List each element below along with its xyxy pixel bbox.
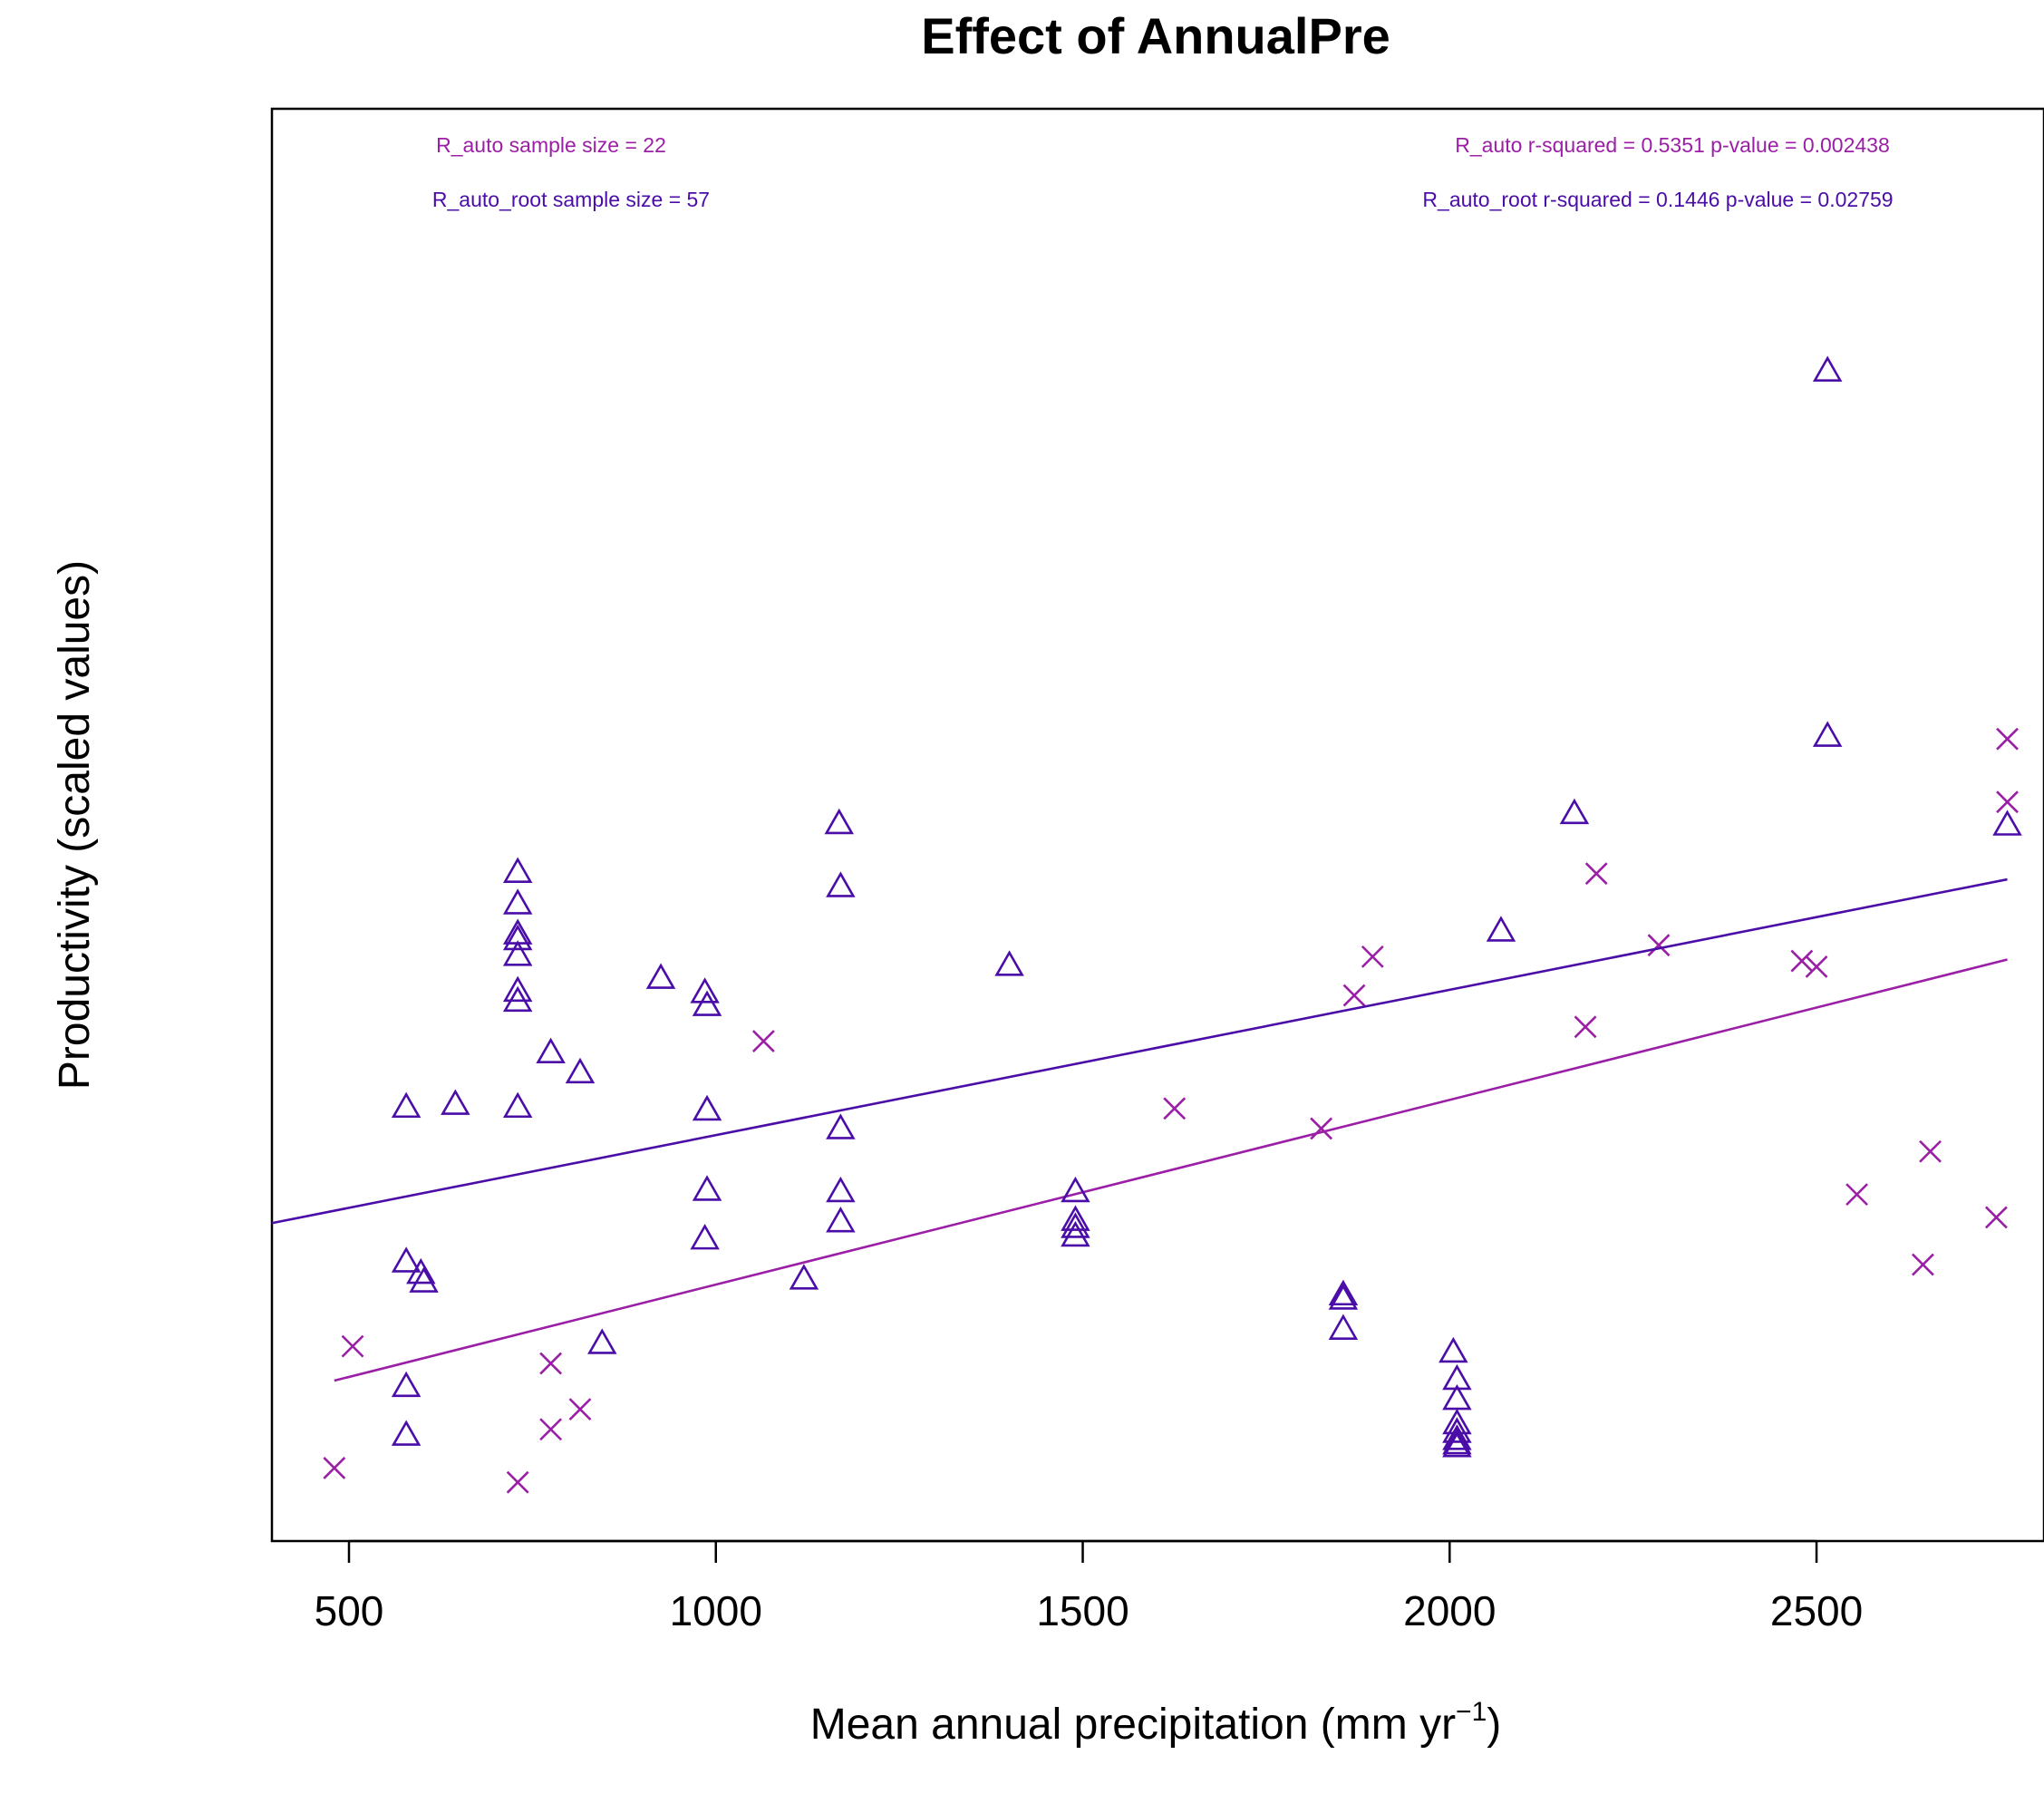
data-point-r-auto-root xyxy=(789,1264,819,1290)
x-tick-label: 500 xyxy=(315,1587,384,1634)
data-point-r-auto-root xyxy=(391,1371,421,1398)
annotation-root-stats: R_auto_root r-squared = 0.1446 p-value =… xyxy=(1422,188,1893,211)
data-point-r-auto xyxy=(341,1334,364,1358)
data-point-r-auto-root xyxy=(1442,1424,1472,1450)
plot-content xyxy=(271,355,2022,1494)
data-point-r-auto xyxy=(1919,1139,1942,1163)
data-point-r-auto-root xyxy=(391,1246,421,1273)
data-point-r-auto-root xyxy=(826,1207,856,1233)
data-point-r-auto xyxy=(1342,984,1366,1007)
data-point-r-auto-root xyxy=(406,1257,436,1285)
data-point-r-auto xyxy=(1996,727,2019,751)
data-point-r-auto xyxy=(1647,934,1671,957)
data-point-r-auto-root xyxy=(1442,1417,1472,1443)
x-axis-label: Mean annual precipitation (mm yr−1) xyxy=(810,1697,1502,1749)
data-point-r-auto-root xyxy=(692,1175,722,1201)
fit-line-r-auto xyxy=(334,958,2008,1382)
data-point-r-auto xyxy=(323,1457,346,1479)
data-point-r-auto-root xyxy=(587,1328,617,1354)
data-point-r-auto-root xyxy=(692,990,722,1016)
data-point-r-auto xyxy=(1310,1117,1333,1140)
data-point-r-auto-root xyxy=(502,975,533,1003)
annotation-auto-stats: R_auto r-squared = 0.5351 p-value = 0.00… xyxy=(1455,133,1890,157)
data-point-r-auto-root xyxy=(1328,1279,1359,1306)
data-point-r-auto-root xyxy=(824,808,855,835)
data-point-r-auto-root xyxy=(994,950,1024,976)
data-point-r-auto-root xyxy=(826,1113,856,1139)
data-point-r-auto xyxy=(1163,1097,1187,1120)
data-point-r-auto-root xyxy=(690,1223,720,1250)
y-axis-label: Productivity (scaled values) xyxy=(51,560,99,1090)
data-point-r-auto-root xyxy=(1992,810,2022,836)
data-point-r-auto-root xyxy=(502,1091,533,1119)
series-r-auto xyxy=(323,727,2019,1494)
data-point-r-auto-root xyxy=(826,1176,856,1203)
x-tick-label: 2000 xyxy=(1403,1587,1496,1634)
data-point-r-auto xyxy=(1574,1015,1597,1039)
data-point-r-auto-root xyxy=(565,1057,596,1084)
data-point-r-auto xyxy=(1845,1183,1868,1207)
data-point-r-auto xyxy=(1790,949,1814,973)
data-point-r-auto-root xyxy=(1442,1431,1472,1458)
data-point-r-auto xyxy=(506,1470,529,1494)
chart-title: Effect of AnnualPre xyxy=(921,7,1390,64)
data-point-r-auto-root xyxy=(1486,916,1516,942)
data-point-r-auto-root xyxy=(502,940,533,966)
data-point-r-auto-root xyxy=(502,985,533,1013)
series-r-auto-root xyxy=(271,355,2022,1458)
data-point-r-auto-root xyxy=(502,918,533,945)
plot-area-frame xyxy=(270,107,2044,1543)
data-point-r-auto-root xyxy=(502,857,533,883)
data-point-r-auto xyxy=(1912,1253,1934,1276)
data-point-r-auto xyxy=(568,1398,592,1421)
data-point-r-auto-root xyxy=(1061,1220,1090,1247)
data-point-r-auto-root xyxy=(1061,1176,1090,1203)
data-point-r-auto xyxy=(539,1418,563,1441)
data-point-r-auto-root xyxy=(536,1037,566,1064)
data-point-r-auto-root xyxy=(441,1089,470,1115)
annotation-root-sample-size: R_auto_root sample size = 57 xyxy=(432,188,710,211)
data-point-r-auto xyxy=(1996,790,2019,814)
x-tick-label: 1500 xyxy=(1036,1587,1129,1634)
data-point-r-auto xyxy=(751,1030,775,1052)
data-point-r-auto-root xyxy=(1439,1336,1468,1363)
data-point-r-auto-root xyxy=(1061,1212,1090,1238)
data-point-r-auto-root xyxy=(645,963,676,989)
data-point-r-auto-root xyxy=(1442,1428,1472,1455)
x-axis-label-close: ) xyxy=(1487,1701,1501,1749)
data-point-r-auto-root xyxy=(1328,1314,1359,1340)
x-tick-label: 2500 xyxy=(1770,1587,1863,1634)
data-point-r-auto-root xyxy=(1328,1284,1359,1310)
x-axis-label-main: Mean annual precipitation (mm yr xyxy=(810,1701,1456,1749)
data-point-r-auto xyxy=(539,1352,563,1375)
data-point-r-auto-root xyxy=(1812,721,1843,747)
x-axis: 500 1000 1500 2000 2500 xyxy=(315,1539,1863,1634)
data-point-r-auto-root xyxy=(1559,798,1590,825)
data-point-r-auto xyxy=(1361,945,1384,968)
data-point-r-auto-root xyxy=(409,1266,439,1293)
annotation-auto-sample-size: R_auto sample size = 22 xyxy=(436,133,666,157)
fit-line-r-auto-root xyxy=(271,877,2008,1225)
data-point-r-auto-root xyxy=(1812,355,1843,382)
data-point-r-auto-root xyxy=(502,924,533,951)
data-point-r-auto xyxy=(1984,1206,2008,1229)
data-point-r-auto xyxy=(1805,955,1828,978)
data-point-r-auto-root xyxy=(826,871,856,897)
data-point-r-auto-root xyxy=(690,977,720,1003)
data-point-r-auto-root xyxy=(502,888,533,915)
x-tick-label: 1000 xyxy=(670,1587,762,1634)
data-point-r-auto-root xyxy=(391,1091,421,1119)
data-point-r-auto-root xyxy=(391,1420,421,1446)
x-axis-label-superscript: −1 xyxy=(1456,1697,1487,1727)
data-point-r-auto-root xyxy=(1061,1205,1090,1231)
data-point-r-auto-root xyxy=(692,1094,722,1121)
data-point-r-auto xyxy=(1584,862,1608,886)
